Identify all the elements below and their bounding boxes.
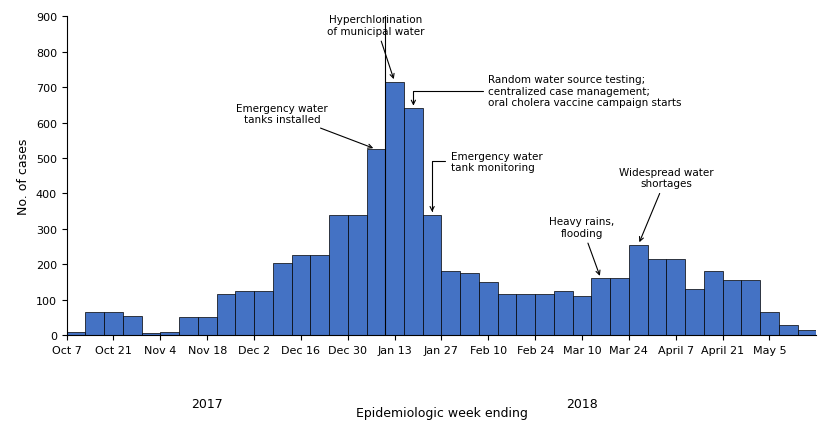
Text: 2018: 2018 [566, 397, 598, 410]
Bar [516, 295, 535, 335]
Bar [160, 332, 179, 335]
Bar [741, 281, 760, 335]
Bar [591, 279, 610, 335]
Bar [367, 150, 385, 335]
Bar [423, 215, 441, 335]
Bar [704, 272, 723, 335]
Text: Epidemiologic week ending: Epidemiologic week ending [356, 406, 527, 419]
Bar [685, 289, 704, 335]
Bar [573, 297, 591, 335]
Bar [329, 215, 348, 335]
Bar [104, 313, 123, 335]
Bar [404, 109, 423, 335]
Bar [629, 245, 648, 335]
Text: Hyperchlorination
of municipal water: Hyperchlorination of municipal water [327, 15, 425, 79]
Text: Emergency water
tanks installed: Emergency water tanks installed [237, 104, 372, 149]
Y-axis label: No. of cases: No. of cases [17, 138, 30, 215]
Text: Heavy rains,
flooding: Heavy rains, flooding [550, 217, 615, 275]
Bar [554, 291, 573, 335]
Bar [798, 330, 816, 335]
Bar [498, 295, 516, 335]
Bar [611, 279, 629, 335]
Bar [254, 291, 273, 335]
Bar [348, 215, 367, 335]
Bar [461, 273, 479, 335]
Bar [217, 295, 236, 335]
Bar [142, 334, 160, 335]
Text: Emergency water
tank monitoring: Emergency water tank monitoring [430, 151, 542, 211]
Bar [236, 291, 254, 335]
Bar [292, 256, 310, 335]
Bar [179, 318, 198, 335]
Bar [310, 256, 329, 335]
Text: Widespread water
shortages: Widespread water shortages [619, 167, 714, 242]
Bar [67, 332, 86, 335]
Bar [723, 281, 741, 335]
Bar [666, 259, 685, 335]
Bar [123, 316, 142, 335]
Bar [198, 318, 217, 335]
Bar [648, 259, 666, 335]
Bar [760, 313, 779, 335]
Text: Random water source testing;
centralized case management;
oral cholera vaccine c: Random water source testing; centralized… [412, 75, 682, 108]
Bar [86, 313, 104, 335]
Bar [479, 283, 498, 335]
Bar [385, 83, 404, 335]
Text: 2017: 2017 [192, 397, 223, 410]
Bar [779, 325, 798, 335]
Bar [273, 263, 292, 335]
Bar [441, 272, 461, 335]
Bar [536, 295, 554, 335]
